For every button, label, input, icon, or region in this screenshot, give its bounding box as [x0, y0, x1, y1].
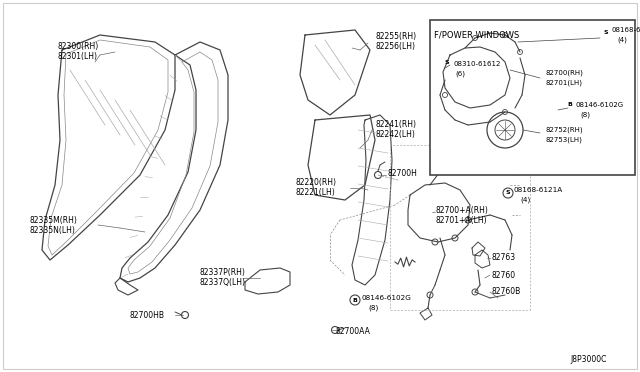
Text: 82335N(LH): 82335N(LH): [30, 225, 76, 234]
Text: 08310-61612: 08310-61612: [453, 61, 500, 67]
Text: 08168-6121A: 08168-6121A: [612, 27, 640, 33]
Text: 82700(RH): 82700(RH): [545, 70, 583, 76]
Text: 82241(RH): 82241(RH): [375, 121, 416, 129]
Text: J8P3000C: J8P3000C: [570, 356, 606, 365]
Text: S: S: [445, 60, 449, 64]
Text: 82337Q(LH): 82337Q(LH): [200, 278, 246, 286]
Text: 82256(LH): 82256(LH): [375, 42, 415, 51]
Bar: [430, 20, 635, 175]
Text: B: B: [568, 103, 572, 108]
Text: 82300(RH): 82300(RH): [58, 42, 99, 51]
Text: 82700+A(RH): 82700+A(RH): [436, 205, 489, 215]
Text: 82700H: 82700H: [388, 169, 418, 177]
Text: (4): (4): [617, 37, 627, 43]
Text: 82760B: 82760B: [492, 288, 521, 296]
Text: S: S: [506, 190, 510, 196]
Text: S: S: [604, 29, 608, 35]
Text: 82701+A(LH): 82701+A(LH): [436, 215, 488, 224]
Text: 82337P(RH): 82337P(RH): [200, 267, 246, 276]
Text: 82335M(RH): 82335M(RH): [30, 215, 78, 224]
Text: (6): (6): [455, 71, 465, 77]
Text: 82763: 82763: [492, 253, 516, 263]
Text: 82301(LH): 82301(LH): [58, 52, 98, 61]
Text: F/POWER WINDOWS: F/POWER WINDOWS: [434, 30, 519, 39]
Text: 82752(RH): 82752(RH): [545, 127, 582, 133]
Text: 82700HB: 82700HB: [130, 311, 165, 320]
Text: 08146-6102G: 08146-6102G: [576, 102, 624, 108]
Text: 08168-6121A: 08168-6121A: [514, 187, 563, 193]
Text: 82701(LH): 82701(LH): [545, 80, 582, 86]
Text: (8): (8): [580, 112, 590, 118]
Text: 82760: 82760: [492, 270, 516, 279]
Text: (4): (4): [520, 197, 531, 203]
Text: 08146-6102G: 08146-6102G: [362, 295, 412, 301]
Text: 82242(LH): 82242(LH): [375, 131, 415, 140]
Text: 82753(LH): 82753(LH): [545, 137, 582, 143]
Text: (8): (8): [368, 305, 378, 311]
Text: 82255(RH): 82255(RH): [375, 32, 416, 42]
Text: 82220(RH): 82220(RH): [295, 179, 336, 187]
Text: 82700AA: 82700AA: [335, 327, 370, 337]
Text: 82221(LH): 82221(LH): [295, 189, 335, 198]
Text: B: B: [353, 298, 357, 302]
